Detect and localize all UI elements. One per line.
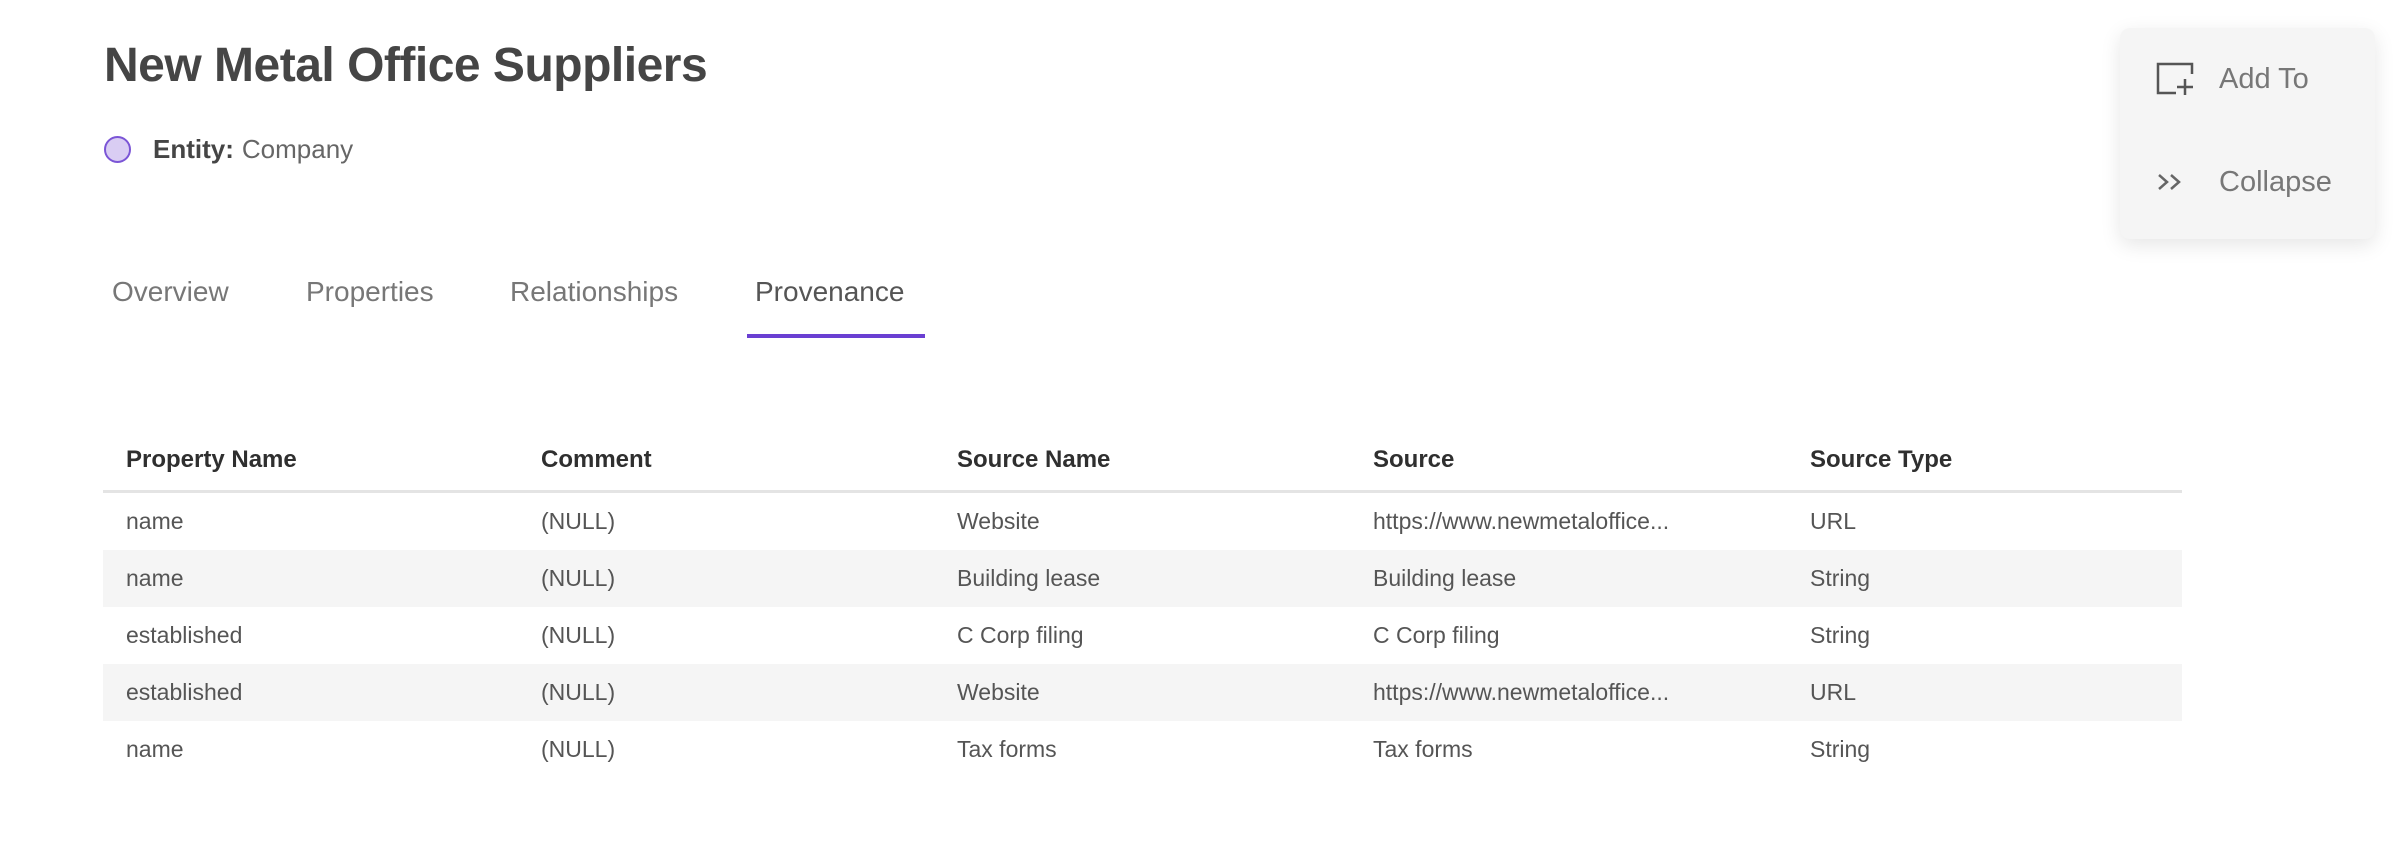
table-row[interactable]: established (NULL) C Corp filing C Corp fil… bbox=[103, 607, 2182, 664]
table-row[interactable]: name (NULL) Website https://www.newmetaloff… bbox=[103, 492, 2182, 551]
column-header-comment[interactable]: Comment bbox=[518, 430, 934, 493]
cell-source-type: URL bbox=[1810, 508, 1857, 534]
cell-source-type: String bbox=[1810, 736, 1871, 762]
cell-comment: (NULL) bbox=[518, 664, 934, 721]
page-title: New Metal Office Suppliers bbox=[104, 39, 708, 92]
cell-comment: (NULL) bbox=[541, 736, 616, 762]
column-header-source-type[interactable]: Source Type bbox=[1787, 430, 2182, 493]
column-header-source[interactable]: Source bbox=[1350, 430, 1787, 493]
cell-property-name: established bbox=[103, 664, 518, 721]
column-header-property-name[interactable]: Property Name bbox=[103, 430, 518, 493]
cell-source-name: Building lease bbox=[934, 550, 1350, 607]
table-row[interactable]: established (NULL) Website https://www.newm… bbox=[103, 664, 2182, 721]
tab-relationships[interactable]: Relationships bbox=[510, 276, 679, 307]
table-row[interactable]: name (NULL) Tax forms Tax forms String bbox=[103, 721, 2182, 778]
cell-property-name: name bbox=[103, 550, 518, 607]
cell-source-name: C Corp filing bbox=[957, 622, 1084, 648]
cell-property-name: name bbox=[126, 736, 184, 762]
cell-source-type: String bbox=[1787, 550, 2182, 607]
table-row[interactable]: name (NULL) Building lease Building lease St… bbox=[103, 550, 2182, 607]
entity-type: Entity: Company bbox=[104, 134, 353, 165]
cell-property-name: established bbox=[126, 622, 243, 648]
double-chevron-right-icon bbox=[2156, 165, 2196, 199]
add-to-label: Add To bbox=[2219, 62, 2309, 95]
table-header-row: Property Name Comment Source Name Source… bbox=[103, 430, 2182, 493]
add-to-button[interactable]: Add To bbox=[2156, 62, 2309, 96]
active-tab-indicator bbox=[747, 334, 925, 338]
entity-label: Entity: bbox=[153, 134, 234, 164]
cell-source: Tax forms bbox=[1373, 736, 1473, 762]
actions-panel: Add To Collapse bbox=[2120, 28, 2375, 239]
collapse-button[interactable]: Collapse bbox=[2156, 165, 2332, 199]
cell-source-name: Tax forms bbox=[957, 736, 1057, 762]
collapse-label: Collapse bbox=[2219, 165, 2332, 198]
cell-source: C Corp filing bbox=[1373, 622, 1500, 648]
tab-properties[interactable]: Properties bbox=[306, 276, 434, 307]
cell-comment: (NULL) bbox=[518, 550, 934, 607]
cell-source: https://www.newmetaloffice... bbox=[1373, 508, 1670, 534]
cell-source-type: String bbox=[1810, 622, 1871, 648]
entity-color-dot-icon bbox=[104, 136, 131, 163]
cell-source-name: Website bbox=[957, 508, 1040, 534]
cell-source-type: URL bbox=[1787, 664, 2182, 721]
tab-provenance[interactable]: Provenance bbox=[755, 276, 905, 307]
provenance-table: Property Name Comment Source Name Source… bbox=[103, 430, 2182, 778]
cell-comment: (NULL) bbox=[541, 622, 616, 648]
column-header-source-name[interactable]: Source Name bbox=[934, 430, 1350, 493]
cell-source: https://www.newmetaloffice... bbox=[1350, 664, 1787, 721]
cell-property-name: name bbox=[126, 508, 184, 534]
cell-source: Building lease bbox=[1350, 550, 1787, 607]
tab-overview[interactable]: Overview bbox=[112, 276, 229, 307]
entity-value: Company bbox=[241, 134, 354, 164]
cell-source-name: Website bbox=[934, 664, 1350, 721]
cell-comment: (NULL) bbox=[541, 508, 616, 534]
add-to-collection-icon bbox=[2156, 62, 2196, 96]
